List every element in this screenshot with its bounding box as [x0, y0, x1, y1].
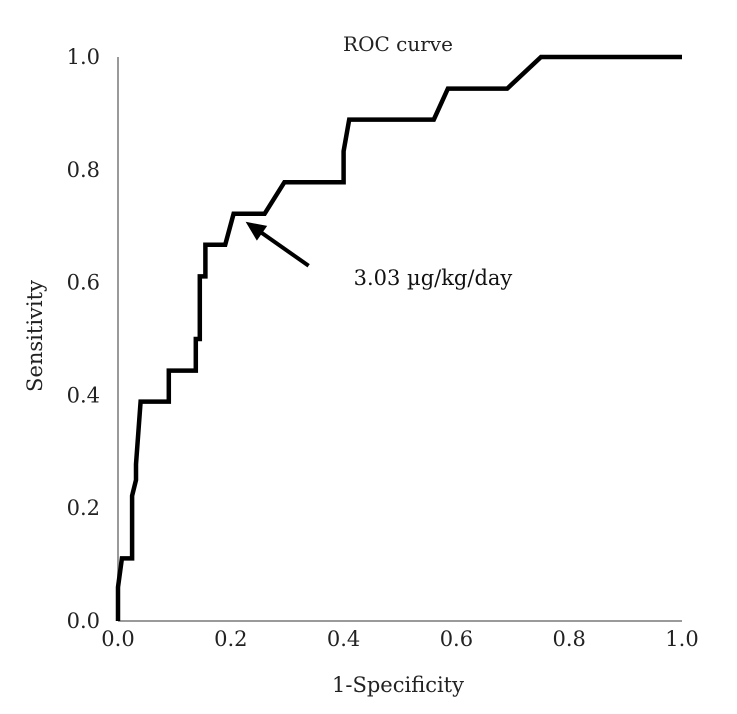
axes	[117, 57, 682, 622]
y-tick-label: 0.6	[67, 271, 100, 295]
annotation-arrow-head	[245, 221, 268, 241]
x-tick-label: 0.4	[327, 627, 360, 651]
y-tick-label: 0.8	[67, 158, 100, 182]
y-tick-label: 1.0	[67, 45, 100, 69]
tick-labels: 0.0 0.2 0.4 0.6 0.8 1.0 0.0 0.2 0.4 0.6 0.8 1.0	[67, 45, 699, 651]
x-tick-label: 0.0	[101, 627, 134, 651]
x-axis-title: 1-Specificity	[332, 673, 464, 697]
x-tick-label: 0.6	[440, 627, 473, 651]
x-tick-label: 0.8	[552, 627, 585, 651]
x-tick-label: 1.0	[665, 627, 698, 651]
y-axis-title: Sensitivity	[23, 280, 47, 392]
roc-curve-line	[115, 54, 682, 621]
y-tick-label: 0.2	[67, 496, 100, 520]
x-tick-label: 0.2	[214, 627, 247, 651]
y-tick-label: 0.4	[67, 383, 100, 407]
plot-area	[115, 54, 682, 621]
chart-title: ROC curve	[343, 32, 453, 56]
annotation-label: 3.03 µg/kg/day	[354, 266, 513, 290]
annotations: 3.03 µg/kg/day	[245, 221, 513, 290]
y-tick-label: 0.0	[67, 609, 100, 633]
